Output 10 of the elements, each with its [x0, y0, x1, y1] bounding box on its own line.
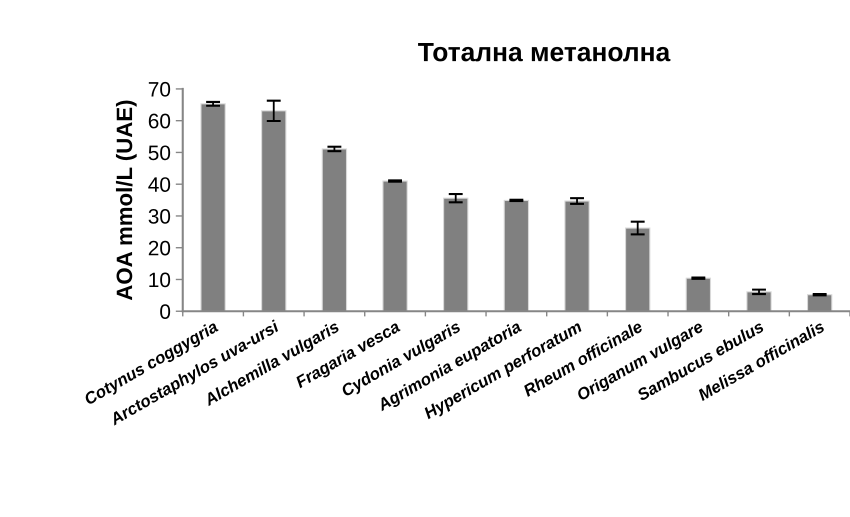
y-tick-label: 40 [148, 177, 170, 192]
y-tick-label: 30 [148, 208, 170, 224]
y-tick-label: 0 [160, 304, 170, 319]
y-tick-label: 50 [148, 145, 170, 160]
y-axis-title: AOA mmol/L (UAE) [116, 100, 137, 300]
y-tick-label: 70 [148, 82, 170, 97]
y-tick-label: 60 [148, 114, 170, 128]
chart-title: Тотална метанолна [418, 42, 670, 62]
y-tick-label: 10 [149, 272, 170, 288]
y-tick-label: 20 [148, 240, 170, 256]
